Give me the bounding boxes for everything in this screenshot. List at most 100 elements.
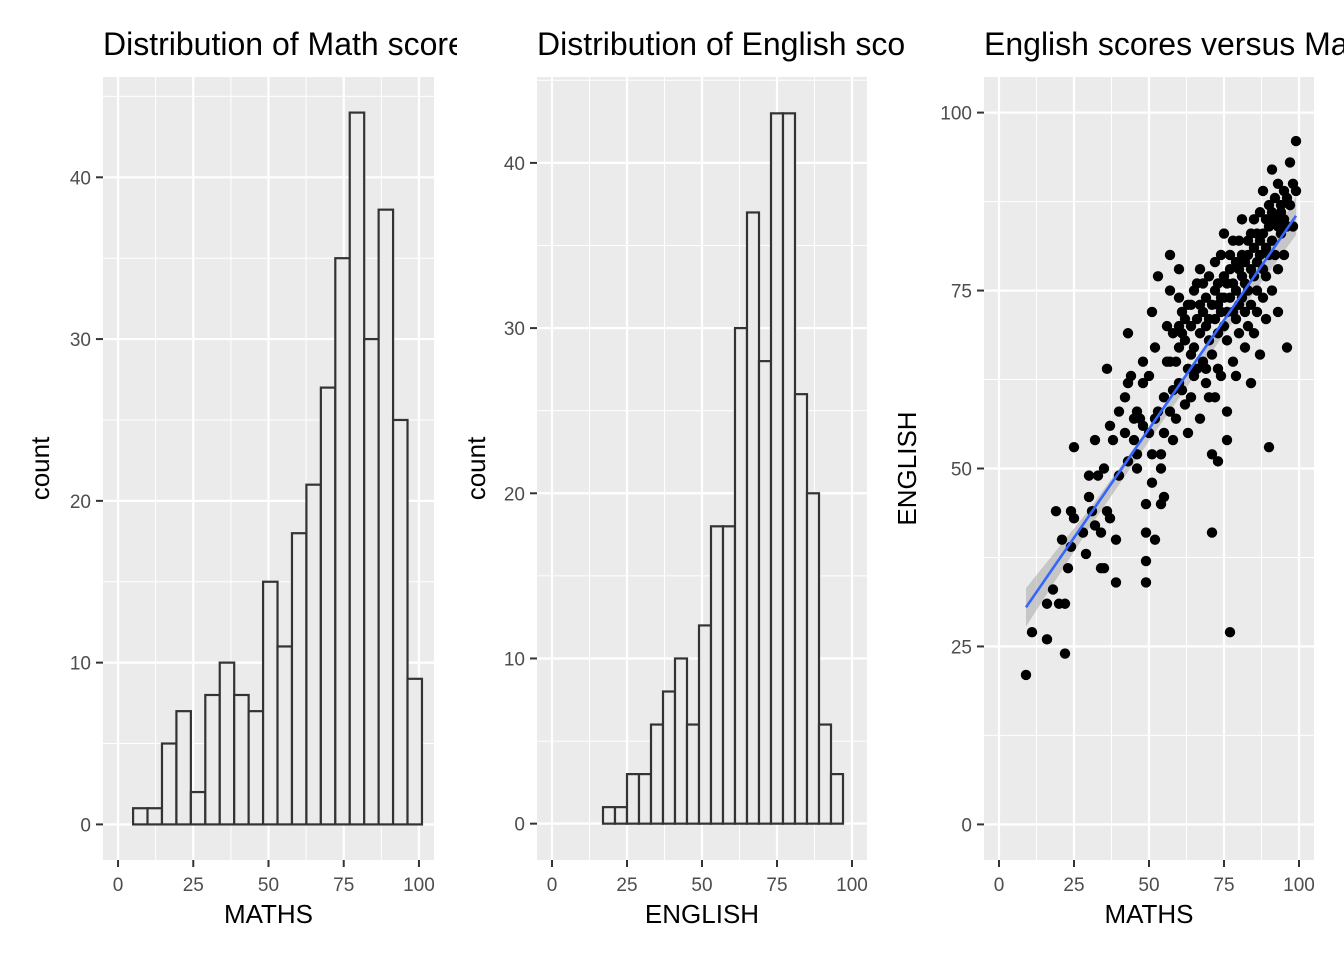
- scatter-point: [1263, 441, 1275, 453]
- scatter-point: [1188, 342, 1200, 353]
- histogram-bar: [721, 525, 737, 825]
- histogram-bar: [817, 723, 833, 825]
- scatter-point: [1266, 235, 1278, 246]
- scatter-point: [1119, 392, 1131, 403]
- scatter-point: [1149, 534, 1161, 545]
- scatter-point: [1200, 377, 1212, 389]
- scatter-point: [1284, 157, 1296, 168]
- scatter-point: [1041, 598, 1053, 609]
- scatter-point: [1059, 648, 1071, 659]
- histogram-bar: [685, 723, 701, 825]
- histogram-bar: [290, 532, 308, 826]
- scatter-point: [1104, 420, 1116, 431]
- scatter-point: [1146, 306, 1158, 318]
- x-axis-title: MATHS: [1104, 899, 1193, 929]
- scatter-point: [1182, 363, 1194, 375]
- x-tick-label: 75: [333, 875, 354, 896]
- scatter-point: [1209, 313, 1221, 325]
- scatter-point: [1236, 214, 1248, 225]
- scatter-point: [1140, 555, 1152, 567]
- y-tick-label: 0: [80, 815, 91, 836]
- scatter-point: [1254, 249, 1266, 261]
- scatter-point: [1260, 271, 1272, 282]
- y-tick-label: 0: [961, 815, 972, 836]
- scatter-point: [1212, 456, 1224, 467]
- regression-line: [1024, 215, 1298, 609]
- scatter-point: [1143, 370, 1155, 382]
- scatter-point: [1137, 420, 1149, 431]
- scatter-point: [1062, 562, 1074, 574]
- scatter-point: [1173, 292, 1185, 303]
- scatter-point: [1050, 506, 1062, 517]
- scatter-point: [1185, 392, 1197, 403]
- x-tick-label: 0: [547, 875, 558, 896]
- scatter-point: [1128, 434, 1140, 446]
- histogram-bar: [146, 807, 164, 826]
- scatter-point: [1203, 271, 1215, 282]
- scatter-point: [1104, 513, 1116, 524]
- scatter-point: [1080, 548, 1092, 560]
- y-tick-label: 40: [70, 168, 91, 189]
- chart-panel-2: 0 25 50 75 100 0 10 20 30 40 ENGLISH count Distribut…: [461, 26, 950, 929]
- y-tick-label: 75: [951, 282, 972, 303]
- scatter-point: [1248, 328, 1260, 339]
- scatter-point: [1209, 392, 1221, 403]
- chart-title: Distribution of Math scores: [103, 26, 482, 62]
- histogram-bar: [829, 773, 845, 825]
- chart-title: English scores versus Math scores: [984, 26, 1344, 62]
- y-tick-label: 30: [504, 319, 525, 340]
- chart-title: Distribution of English scores: [537, 26, 950, 62]
- scatter-point: [1275, 228, 1287, 239]
- scatter-point: [1056, 534, 1068, 545]
- scatter-point: [1215, 370, 1227, 382]
- scatter-point: [1092, 470, 1104, 481]
- scatter-point: [1221, 406, 1233, 417]
- scatter-point: [1101, 363, 1113, 375]
- scatter-point: [1185, 299, 1197, 310]
- x-tick-label: 100: [836, 875, 868, 896]
- scatter-point: [1098, 463, 1110, 474]
- scatter-point: [1152, 271, 1164, 282]
- scatter-point: [1212, 278, 1224, 289]
- scatter-point: [1146, 449, 1158, 460]
- y-tick-label: 20: [504, 484, 525, 505]
- histogram-bar: [757, 360, 773, 825]
- scatter-point: [1194, 328, 1206, 339]
- scatter-point: [1140, 498, 1152, 510]
- scatter-point: [1200, 363, 1212, 375]
- scatter-point: [1068, 441, 1080, 453]
- x-tick-label: 50: [691, 875, 712, 896]
- scatter-point: [1170, 356, 1182, 367]
- scatter-point: [1170, 413, 1182, 424]
- scatter-point: [1233, 235, 1245, 246]
- data-layer: [1020, 135, 1302, 681]
- scatter-point: [1146, 477, 1158, 488]
- x-axis-title: MATHS: [224, 899, 313, 929]
- histogram-bar: [781, 112, 797, 825]
- chart-panel-1: 0 25 50 75 100 0 10 20 30 40 MATHS count Distributio…: [25, 26, 482, 929]
- scatter-point: [1260, 313, 1272, 325]
- scatter-point: [1158, 491, 1170, 503]
- scatter-point: [1164, 406, 1176, 417]
- x-tick-label: 50: [258, 875, 279, 896]
- y-tick-label: 25: [951, 637, 972, 658]
- scatter-point: [1215, 249, 1227, 261]
- scatter-point: [1224, 249, 1236, 261]
- histogram-bar: [131, 807, 149, 826]
- x-tick-label: 0: [994, 875, 1005, 896]
- scatter-point: [1098, 562, 1110, 574]
- histogram-bar: [319, 386, 337, 826]
- scatter-point: [1257, 228, 1269, 239]
- histogram-bar: [793, 393, 809, 825]
- scatter-point: [1272, 263, 1284, 275]
- scatter-point: [1257, 292, 1269, 303]
- scatter-point: [1167, 434, 1179, 446]
- scatter-point: [1224, 292, 1236, 303]
- scatter-point: [1179, 399, 1191, 410]
- y-axis-title: count: [461, 436, 491, 500]
- scatter-point: [1167, 385, 1179, 396]
- scatter-point: [1110, 534, 1122, 545]
- scatter-point: [1182, 427, 1194, 439]
- scatter-point: [1275, 199, 1287, 211]
- scatter-point: [1257, 185, 1269, 197]
